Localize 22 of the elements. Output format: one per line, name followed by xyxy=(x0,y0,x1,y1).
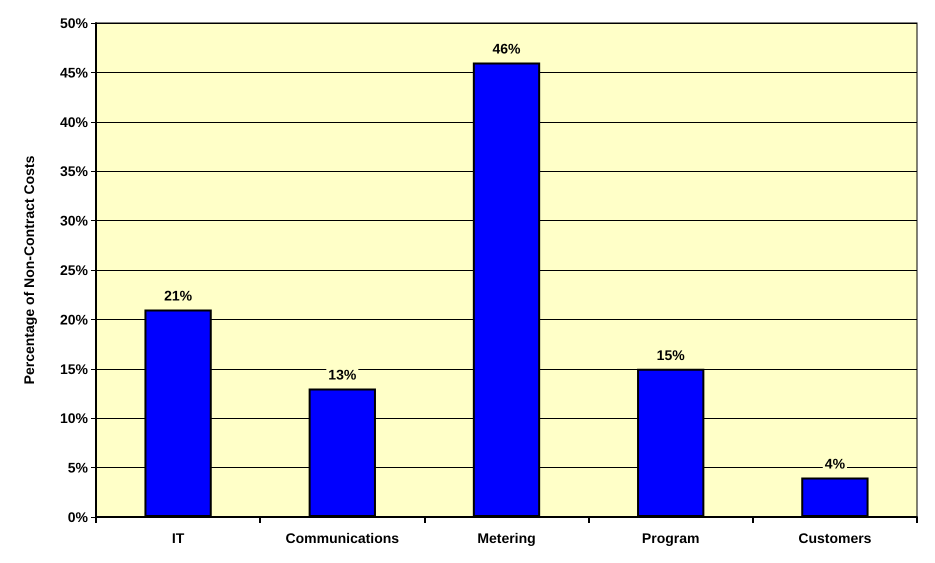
x-tick-label: Communications xyxy=(286,530,400,546)
y-tick-label: 5% xyxy=(68,460,89,476)
data-label: 21% xyxy=(164,288,193,304)
y-tick-label: 20% xyxy=(60,311,89,328)
data-label: 13% xyxy=(328,366,357,383)
data-label: 46% xyxy=(492,40,522,57)
y-tick-label: 30% xyxy=(60,212,89,229)
data-label: 4% xyxy=(824,455,846,472)
y-tick-label: 0% xyxy=(68,509,89,525)
y-tick-label: 10% xyxy=(60,410,89,426)
y-axis-title: Percentage of Non-Contract Costs xyxy=(21,155,37,384)
y-tick-label: 40% xyxy=(60,114,89,130)
x-tick-label: IT xyxy=(172,530,185,546)
x-tick-label: Metering xyxy=(477,530,536,546)
y-tick-label: 50% xyxy=(60,15,89,31)
x-tick-label: Program xyxy=(642,530,700,546)
y-tick-label: 25% xyxy=(60,262,89,278)
y-tick-label: 35% xyxy=(60,163,89,180)
y-tick-label: 45% xyxy=(60,64,89,80)
data-label: 15% xyxy=(656,346,686,363)
x-tick-label: Customers xyxy=(798,530,872,546)
y-tick-label: 15% xyxy=(60,360,89,377)
